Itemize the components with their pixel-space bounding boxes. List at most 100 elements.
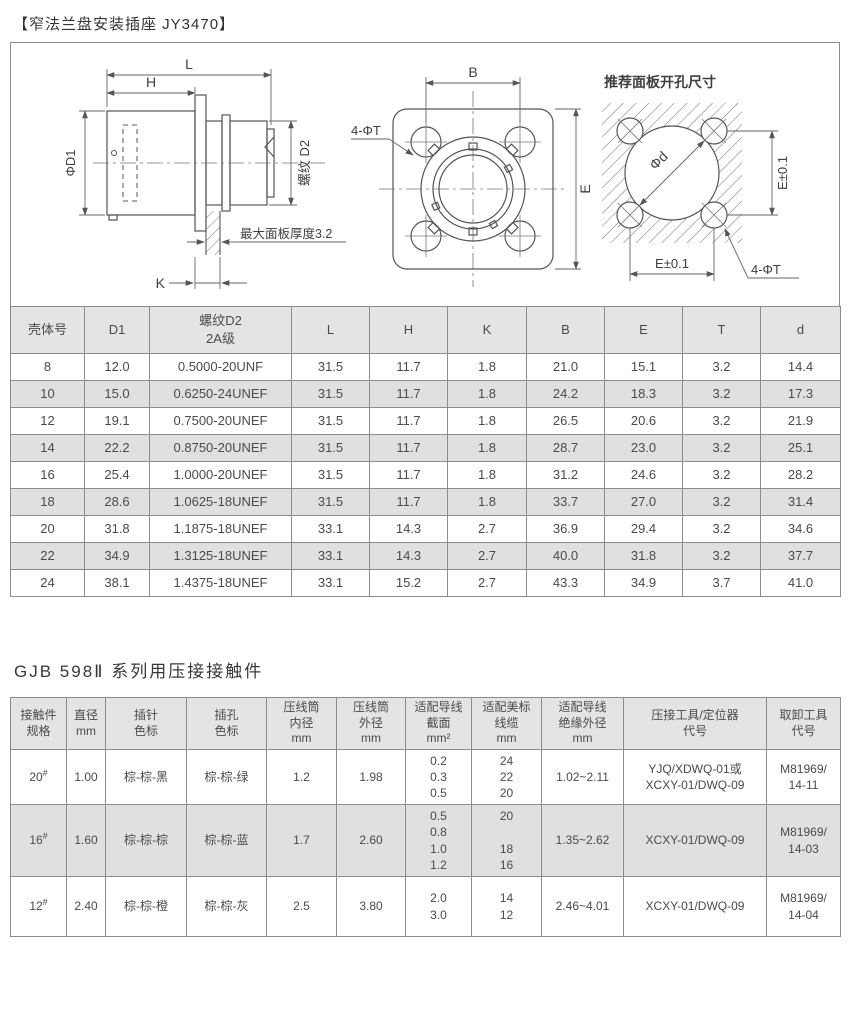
table-cell: 棕-棕-橙 (105, 876, 187, 937)
table-cell: 11.7 (369, 434, 448, 462)
table-cell: 31.8 (604, 542, 683, 570)
dim-label-b: B (468, 64, 477, 80)
table-cell: 22 (10, 542, 85, 570)
dimension-lines (351, 77, 581, 270)
table-cell: 11.7 (369, 353, 448, 381)
column-header: 压线筒 内径 mm (266, 697, 337, 750)
table-cell: 24.2 (526, 380, 605, 408)
column-header: 壳体号 (10, 306, 85, 354)
column-header: 压接工具/定位器 代号 (623, 697, 767, 750)
table-cell: 33.7 (526, 488, 605, 516)
table-cell: 15.2 (369, 569, 448, 597)
table-cell: 3.2 (682, 407, 761, 435)
mounting-holes-label: 4-ΦT (351, 123, 381, 138)
column-header: 插针 色标 (105, 697, 187, 750)
column-header: E (604, 306, 683, 354)
table-cell: 28.6 (84, 488, 150, 516)
table-row: 20 31.8 1.1875-18UNEF 33.1 14.3 2.7 36.9 29.4 3.… (10, 515, 841, 543)
table-cell: 34.6 (760, 515, 841, 543)
table-cell: 1.0000-20UNEF (149, 461, 292, 489)
contact-spec-cell: 16# (10, 804, 67, 877)
table-cell: 1.2 (266, 749, 337, 805)
table-cell: 1.0625-18UNEF (149, 488, 292, 516)
table-cell: 3.2 (682, 461, 761, 489)
table-header-row: 壳体号 D1 螺纹D2 2A级 L H K B E T d (10, 306, 841, 354)
table-cell: 11.7 (369, 407, 448, 435)
table-row: 24 38.1 1.4375-18UNEF 33.1 15.2 2.7 43.3 34.9 3.… (10, 569, 841, 597)
table-cell: 43.3 (526, 569, 605, 597)
panel-cutout-drawing: 推荐面板开孔尺寸 Φd E±0.1 E±0.1 (602, 74, 799, 281)
table-row: 8 12.0 0.5000-20UNF 31.5 11.7 1.8 21.0 15.1 3.2 1… (10, 353, 841, 381)
table-cell: 24 (10, 569, 85, 597)
table-cell: 2.40 (66, 876, 106, 937)
dim-label-k: K (156, 275, 166, 291)
column-header: 适配导线 截面 mm² (405, 697, 472, 750)
table-cell: 3.80 (336, 876, 406, 937)
table-cell: 1.8 (447, 380, 527, 408)
table-row: 12 19.1 0.7500-20UNEF 31.5 11.7 1.8 26.5 20.6 3.… (10, 407, 841, 435)
table-cell: 1.35~2.62 (541, 804, 624, 877)
table-cell: 12 (10, 407, 85, 435)
column-header: 直径 mm (66, 697, 106, 750)
table-cell: 15.0 (84, 380, 150, 408)
page-title: 【窄法兰盘安装插座 JY3470】 (13, 16, 236, 33)
column-header: 取卸工具 代号 (766, 697, 841, 750)
technical-drawing-panel: L H ΦD1 螺纹 D2 K 最大面板厚度3.2 (10, 42, 840, 306)
dimension-lines (79, 69, 346, 289)
table-cell: 1.00 (66, 749, 106, 805)
table-cell: 14.3 (369, 542, 448, 570)
column-header: 接触件 规格 (10, 697, 67, 750)
table-cell: 2.7 (447, 542, 527, 570)
table-cell: 14 12 (471, 876, 542, 937)
table-cell: 24 22 20 (471, 749, 542, 805)
table-cell: 17.3 (760, 380, 841, 408)
dim-label-e-horizontal: E±0.1 (655, 256, 689, 271)
table-cell: 棕-棕-绿 (186, 749, 267, 805)
table-cell: 40.0 (526, 542, 605, 570)
dimension-lines (629, 130, 799, 281)
table-cell: 棕-棕-蓝 (186, 804, 267, 877)
table-row: 18 28.6 1.0625-18UNEF 31.5 11.7 1.8 33.7 27.0 3.… (10, 488, 841, 516)
table-cell: 8 (10, 353, 85, 381)
table-cell: 37.7 (760, 542, 841, 570)
table-cell: 1.8 (447, 407, 527, 435)
table-cell: 0.8750-20UNEF (149, 434, 292, 462)
table-cell: M81969/ 14-03 (766, 804, 841, 877)
column-header: 螺纹D2 2A级 (149, 306, 292, 354)
table-cell: M81969/ 14-11 (766, 749, 841, 805)
table-cell: 24.6 (604, 461, 683, 489)
table-row: 14 22.2 0.8750-20UNEF 31.5 11.7 1.8 28.7 23.0 3.… (10, 434, 841, 462)
dim-label-e-vertical: E±0.1 (775, 156, 790, 190)
table-cell: 1.60 (66, 804, 106, 877)
table-header-row: 接触件 规格 直径 mm 插针 色标 插孔 色标 压线筒 内径 mm 压线筒 外… (10, 697, 841, 750)
table-cell: 31.5 (291, 434, 370, 462)
crimp-contact-table: 接触件 规格 直径 mm 插针 色标 插孔 色标 压线筒 内径 mm 压线筒 外… (10, 697, 841, 937)
table-cell: 26.5 (526, 407, 605, 435)
table-cell: 棕-棕-黑 (105, 749, 187, 805)
table-row: 10 15.0 0.6250-24UNEF 31.5 11.7 1.8 24.2 18.3 3.… (10, 380, 841, 408)
table-cell: 20 (10, 515, 85, 543)
table-cell: 14.3 (369, 515, 448, 543)
table-cell: 20.6 (604, 407, 683, 435)
table-cell: 3.2 (682, 434, 761, 462)
table-cell: 14.4 (760, 353, 841, 381)
column-header: D1 (84, 306, 150, 354)
table-cell: 31.2 (526, 461, 605, 489)
mounting-holes-label: 4-ΦT (751, 262, 781, 277)
table-cell: 2.60 (336, 804, 406, 877)
table-cell: 1.4375-18UNEF (149, 569, 292, 597)
table-cell: 31.5 (291, 488, 370, 516)
table-cell: 33.1 (291, 515, 370, 543)
table-cell: 14 (10, 434, 85, 462)
table-cell: 1.98 (336, 749, 406, 805)
column-header: 压线筒 外径 mm (336, 697, 406, 750)
table-cell: 2.5 (266, 876, 337, 937)
table-cell: 31.5 (291, 407, 370, 435)
table-cell: 23.0 (604, 434, 683, 462)
table-row: 20# 1.00 棕-棕-黑 棕-棕-绿 1.2 1.98 0.2 0.3 0.… (10, 749, 841, 805)
table-cell: XCXY-01/DWQ-09 (623, 804, 767, 877)
panel-thickness-note: 最大面板厚度3.2 (240, 226, 332, 241)
column-header: 适配美标 线缆 mm (471, 697, 542, 750)
table-cell: YJQ/XDWQ-01或 XCXY-01/DWQ-09 (623, 749, 767, 805)
table-cell: 0.5 0.8 1.0 1.2 (405, 804, 472, 877)
